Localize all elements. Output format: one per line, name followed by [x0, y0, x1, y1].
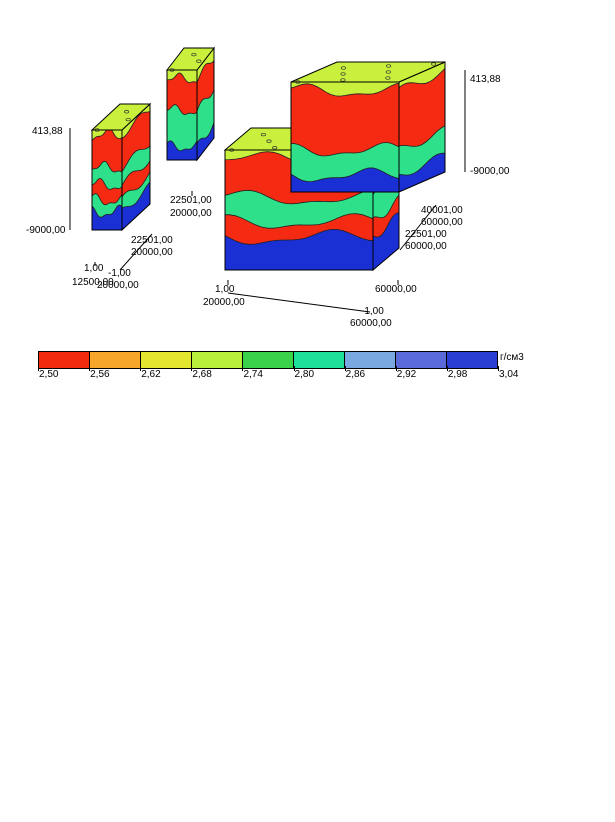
small-left-label-top: 413,88 [32, 126, 63, 137]
small-left-label-x2: 12500,00 [72, 277, 114, 288]
colorbar-segment [294, 352, 345, 368]
large-front-label-x3: 60000,00 [375, 284, 417, 295]
colorbar-tick-mark [344, 366, 346, 371]
large-back-block [290, 61, 446, 193]
large-front-x-axis [227, 292, 371, 313]
small-left-side-stratum-5 [122, 181, 150, 230]
small-top-top-contour [169, 68, 175, 72]
large-front-label-y1: 22501,00 [405, 229, 447, 240]
large-back-top-contour [431, 62, 437, 66]
colorbar-segment [243, 352, 294, 368]
small-top-side-face [197, 48, 214, 160]
large-back-side-face [399, 62, 445, 192]
large-front-label-y2: 60000,00 [405, 241, 447, 252]
colorbar-tick-mark [38, 366, 39, 371]
colorbar-tick-mark [395, 366, 397, 371]
large-front-top-contour [260, 132, 266, 137]
small-left-label-bottom: -9000,00 [26, 225, 66, 236]
colorbar-tick-label: 2,56 [90, 369, 110, 380]
large-front-side-stratum-4 [373, 212, 399, 270]
colorbar-tick-label: 2,98 [447, 369, 468, 380]
colorbar-tick-label: 2,68 [192, 369, 212, 380]
small-left-top-contour [94, 128, 100, 132]
large-back-side-stratum-3 [399, 152, 445, 192]
colorbar-segment [192, 352, 243, 368]
large-back-top-contour [386, 64, 392, 68]
large-back-label-top: 413,88 [470, 74, 501, 85]
small-left-front-face [92, 130, 122, 230]
colorbar-segment [345, 352, 396, 368]
small-left-top-contour [125, 117, 131, 122]
small-left-y-axis [119, 233, 153, 271]
small-top-label-2: 20000,00 [170, 208, 212, 219]
colorbar-unit: г/см3 [500, 352, 524, 363]
colorbar-tick-mark [242, 366, 244, 371]
large-back-label-y2: 60000,00 [421, 217, 463, 228]
colorbar-tick-mark [191, 366, 193, 371]
small-left-label-x4: 20000,00 [97, 280, 139, 291]
large-front-stratum-4 [225, 228, 373, 270]
colorbar-tick-mark [293, 366, 295, 371]
small-top-label-1: 22501,00 [170, 195, 212, 206]
large-back-top-contour [295, 80, 301, 84]
small-top-top-contour [191, 52, 197, 57]
colorbar-segment [141, 352, 192, 368]
large-front-label-x5: 60000,00 [350, 318, 392, 329]
colorbar-tick-label: 2,80 [294, 369, 315, 380]
small-left-label-y1: 22501,00 [131, 235, 173, 246]
colorbar-tick-mark [140, 366, 142, 371]
colorbar-tick-label: 2,62 [141, 369, 161, 380]
large-back-label-y1: 40001,00 [421, 205, 463, 216]
colorbar-segment [90, 352, 141, 368]
large-front-top-contour [266, 139, 272, 143]
colorbar-tick-mark [89, 366, 91, 371]
small-left-label-y2: 20000,00 [131, 247, 173, 258]
large-back-top-contour [340, 72, 346, 76]
colorbar [38, 351, 498, 369]
small-left-top-face [90, 103, 152, 131]
colorbar-tick-label: 2,50 [39, 369, 59, 380]
colorbar-segment [39, 352, 90, 368]
small-left-label-x3: -1,00 [108, 268, 131, 279]
small-top-front-face [167, 70, 197, 160]
large-back-top-contour [385, 70, 391, 74]
small-top-top-contour [196, 59, 202, 63]
small-left-label-x1: 1,00 [84, 263, 104, 274]
large-back-stratum-3 [291, 167, 399, 192]
colorbar-tick-label: 2,74 [243, 369, 263, 380]
large-front-label-x1: 1,00 [215, 284, 235, 295]
large-back-top-contour [340, 78, 346, 82]
small-left-top-contour [124, 110, 130, 114]
colorbar-tick-label: 2,92 [396, 369, 417, 380]
small-top-block [165, 46, 216, 162]
large-front-y-axis [399, 204, 437, 251]
large-back-label-bottom: -9000,00 [470, 166, 510, 177]
small-top-side-stratum-3 [197, 122, 214, 160]
colorbar-tick-mark [498, 366, 499, 371]
large-back-top-contour [340, 66, 346, 70]
colorbar-tick-mark [446, 366, 448, 371]
block-diagram: 413,88 -9000,00 22501,00 20000,00 1,00 1… [26, 46, 510, 329]
small-top-top-face [165, 47, 216, 71]
large-front-label-x2: 20000,00 [203, 297, 245, 308]
large-front-top-contour [272, 146, 278, 150]
small-left-side-face [122, 104, 150, 230]
large-back-top-face [290, 61, 446, 83]
colorbar-segment [447, 352, 497, 368]
large-front-top-contour [229, 148, 235, 152]
large-front-label-x4: -1,00 [361, 306, 384, 317]
large-back-top-contour [385, 76, 391, 80]
colorbar-tick-label: 2,86 [345, 369, 366, 380]
large-back-front-face [291, 82, 399, 192]
colorbar-tick-label: 3,04 [499, 369, 519, 380]
colorbar-segment [396, 352, 447, 368]
small-left-block [90, 102, 152, 232]
